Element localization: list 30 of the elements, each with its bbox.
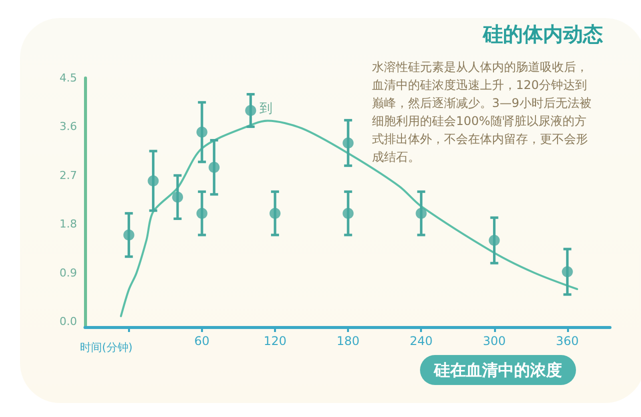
x-tick-label: 180 <box>336 334 360 348</box>
x-tick-label: 240 <box>410 334 433 348</box>
point <box>196 208 208 219</box>
point <box>148 175 159 186</box>
x-axis-title: 时间(分钟) <box>80 341 133 354</box>
y-tick-label: 2.7 <box>60 168 77 182</box>
chart-title: 硅的体内动态 <box>482 22 603 46</box>
y-tick-label: 0.0 <box>60 315 77 328</box>
point <box>172 192 184 203</box>
y-tick-label: 0.9 <box>60 266 77 280</box>
point <box>208 162 220 173</box>
x-tick-label: 60 <box>194 334 210 348</box>
y-tick-label: 1.8 <box>60 218 77 231</box>
y-tick-label: 3.6 <box>60 120 77 134</box>
point <box>196 126 208 138</box>
x-tick-label: 120 <box>264 334 286 348</box>
point <box>245 104 256 116</box>
annotation: 到 <box>260 101 273 116</box>
point <box>416 208 427 219</box>
text: 硅在血清中的浓度 <box>433 360 562 380</box>
point <box>488 234 500 246</box>
point <box>342 137 354 148</box>
x-tick-label: 300 <box>482 334 506 348</box>
y-tick-label: 4.5 <box>60 72 77 84</box>
point <box>123 229 134 240</box>
x-tick-label: 360 <box>556 334 579 348</box>
annotation: 水溶性硅元素是从人体内的肠道吸收后，血清中的硅浓度迅速上升，120分钟达到巅峰，然后逐渐减少。3—9小时后无法被细胞利用的硅会100%随肾脏以尿液的方式排出体外，不会在体内留存，更不会形成结石。 <box>372 60 592 164</box>
point <box>562 266 573 278</box>
point <box>270 208 281 219</box>
point <box>342 208 354 219</box>
